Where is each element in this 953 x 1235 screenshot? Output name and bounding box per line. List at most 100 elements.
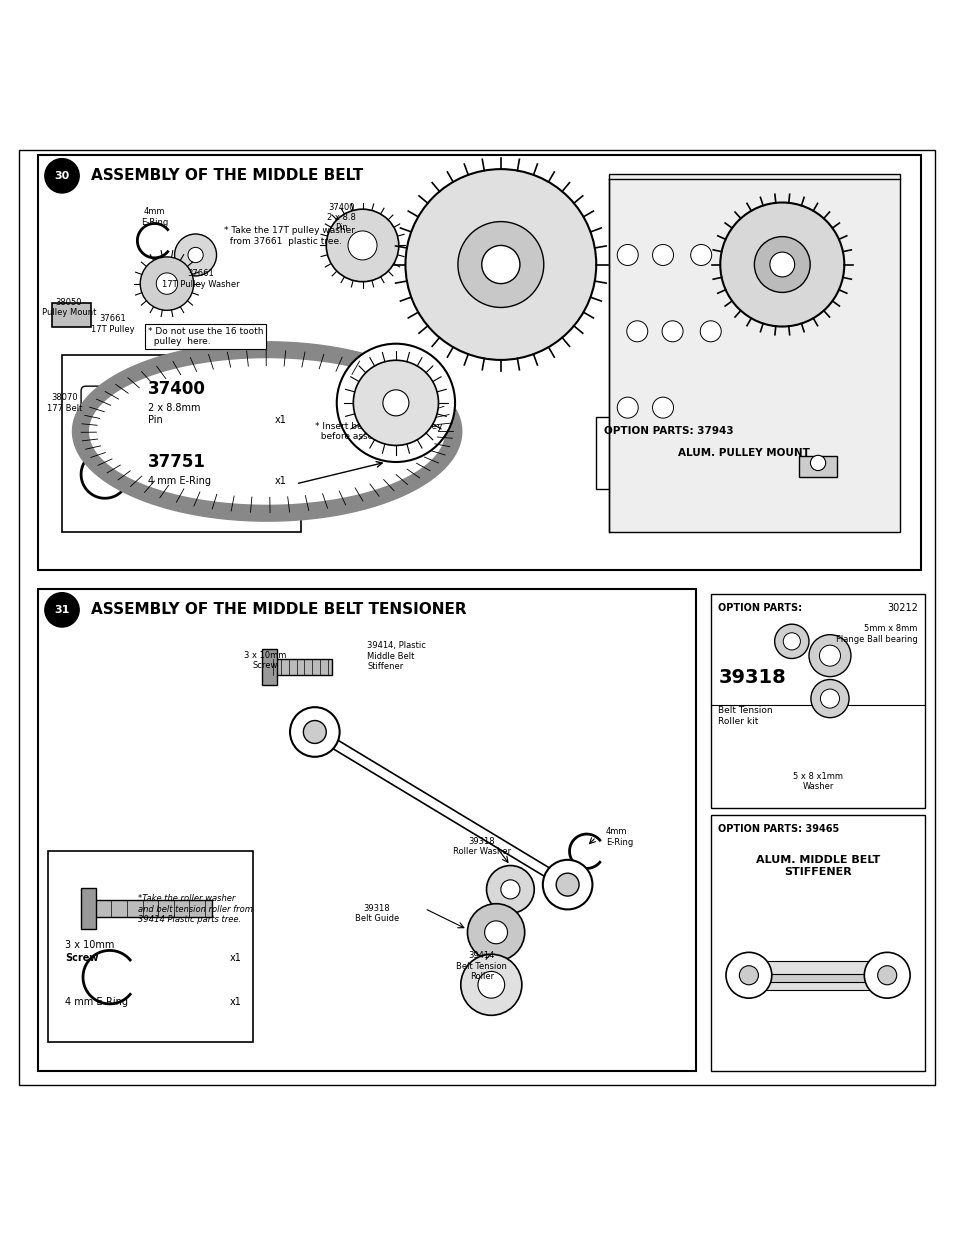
Text: 37400: 37400 — [148, 379, 206, 398]
Bar — [80, 888, 95, 929]
Bar — [52, 303, 91, 326]
Text: x1: x1 — [274, 415, 286, 425]
Text: 3 x 10mm: 3 x 10mm — [65, 940, 114, 950]
Text: 38050
Pulley Mount: 38050 Pulley Mount — [42, 298, 95, 317]
Polygon shape — [90, 359, 444, 504]
Circle shape — [725, 952, 771, 998]
Circle shape — [863, 952, 909, 998]
Text: OPTION PARTS: 37943: OPTION PARTS: 37943 — [603, 426, 733, 436]
Circle shape — [617, 245, 638, 266]
Circle shape — [481, 246, 519, 284]
Circle shape — [690, 245, 711, 266]
Bar — [62, 356, 300, 531]
Circle shape — [188, 247, 203, 263]
Circle shape — [810, 679, 848, 718]
Circle shape — [290, 708, 339, 757]
Circle shape — [382, 390, 409, 416]
Text: 4mm
E-Ring: 4mm E-Ring — [605, 827, 633, 847]
Circle shape — [500, 879, 519, 899]
Circle shape — [661, 321, 682, 342]
Text: Pin: Pin — [148, 415, 162, 425]
Circle shape — [405, 169, 596, 359]
Text: *Take the roller washer
and belt tension roller from
39414 Plastic parts tree.: *Take the roller washer and belt tension… — [138, 894, 253, 924]
Circle shape — [140, 257, 193, 310]
Text: 38070
177 Belt: 38070 177 Belt — [47, 393, 83, 412]
Circle shape — [739, 966, 758, 984]
Circle shape — [626, 321, 647, 342]
Bar — [48, 851, 253, 1042]
Circle shape — [700, 321, 720, 342]
Circle shape — [303, 720, 326, 743]
Text: 4 mm E-Ring: 4 mm E-Ring — [65, 997, 128, 1007]
Bar — [38, 154, 920, 569]
Text: ASSEMBLY OF THE MIDDLE BELT TENSIONER: ASSEMBLY OF THE MIDDLE BELT TENSIONER — [91, 603, 466, 618]
Circle shape — [769, 252, 794, 277]
FancyBboxPatch shape — [81, 387, 129, 410]
Bar — [748, 961, 886, 974]
Circle shape — [45, 158, 79, 193]
Bar — [798, 456, 837, 477]
Bar — [269, 659, 331, 674]
Text: * Insert belt onto 17T pulley
  before assembly.: * Insert belt onto 17T pulley before ass… — [314, 422, 442, 441]
Text: 5mm x 8mm
Flange Ball bearing: 5mm x 8mm Flange Ball bearing — [835, 624, 917, 643]
Bar — [261, 648, 276, 685]
Text: 39414, Plastic
Middle Belt
Stiffener: 39414, Plastic Middle Belt Stiffener — [367, 641, 426, 671]
Text: 37661
17T Pulley Washer: 37661 17T Pulley Washer — [161, 269, 239, 289]
Bar — [38, 589, 696, 1071]
Text: 30212: 30212 — [886, 603, 917, 613]
Circle shape — [156, 273, 177, 294]
Circle shape — [808, 635, 850, 677]
Text: x1: x1 — [230, 953, 241, 963]
Text: Belt Tension
Roller kit: Belt Tension Roller kit — [718, 706, 772, 726]
Text: 39414
Belt Tension
Roller: 39414 Belt Tension Roller — [456, 951, 507, 981]
Bar — [710, 815, 924, 1071]
Circle shape — [782, 632, 800, 650]
Text: 39318
Roller Washer: 39318 Roller Washer — [453, 837, 510, 856]
Circle shape — [486, 866, 534, 913]
Circle shape — [617, 398, 638, 419]
Circle shape — [477, 972, 504, 998]
Text: x1: x1 — [274, 475, 286, 487]
Text: * Do not use the 16 tooth
  pulley  here.: * Do not use the 16 tooth pulley here. — [148, 326, 263, 346]
Circle shape — [326, 209, 398, 282]
Circle shape — [556, 873, 578, 897]
Text: 39318
Belt Guide: 39318 Belt Guide — [355, 904, 398, 923]
Text: 37751: 37751 — [148, 453, 206, 471]
Circle shape — [542, 860, 592, 909]
Bar — [89, 900, 212, 918]
Circle shape — [45, 593, 79, 627]
Text: x1: x1 — [230, 997, 241, 1007]
Bar — [748, 976, 886, 989]
Text: 3 x 10mm
Screw: 3 x 10mm Screw — [244, 651, 286, 671]
Text: OPTION PARTS:: OPTION PARTS: — [718, 603, 801, 613]
Text: * Take the 17T pulley washer
  from 37661  plastic tree.: * Take the 17T pulley washer from 37661 … — [224, 226, 355, 246]
Text: ASSEMBLY OF THE MIDDLE BELT: ASSEMBLY OF THE MIDDLE BELT — [91, 168, 362, 183]
Circle shape — [457, 221, 543, 308]
Circle shape — [819, 645, 840, 666]
Text: 37400
2 x 8.8
Pin: 37400 2 x 8.8 Pin — [327, 203, 355, 232]
Circle shape — [720, 203, 843, 326]
Text: Screw: Screw — [65, 953, 98, 963]
Text: 4 mm E-Ring: 4 mm E-Ring — [148, 475, 211, 487]
Text: 30: 30 — [54, 170, 70, 180]
Circle shape — [460, 955, 521, 1015]
Circle shape — [652, 398, 673, 419]
Text: 39318: 39318 — [718, 668, 785, 687]
Circle shape — [467, 904, 524, 961]
Text: 4mm
E-Ring: 4mm E-Ring — [141, 207, 168, 227]
Circle shape — [348, 231, 376, 259]
Polygon shape — [72, 342, 461, 521]
Text: ALUM. PULLEY MOUNT: ALUM. PULLEY MOUNT — [678, 448, 809, 458]
Circle shape — [809, 456, 824, 471]
Text: 2 x 8.8mm: 2 x 8.8mm — [148, 403, 200, 412]
Circle shape — [774, 624, 808, 658]
Circle shape — [353, 361, 438, 446]
Bar — [748, 968, 886, 982]
Text: 37661
17T Pulley: 37661 17T Pulley — [91, 314, 134, 333]
Circle shape — [820, 689, 839, 708]
Text: 5 x 8 x1mm
Washer: 5 x 8 x1mm Washer — [792, 772, 842, 792]
Circle shape — [652, 245, 673, 266]
Bar — [710, 594, 924, 808]
Circle shape — [754, 237, 809, 293]
Bar — [596, 417, 891, 489]
